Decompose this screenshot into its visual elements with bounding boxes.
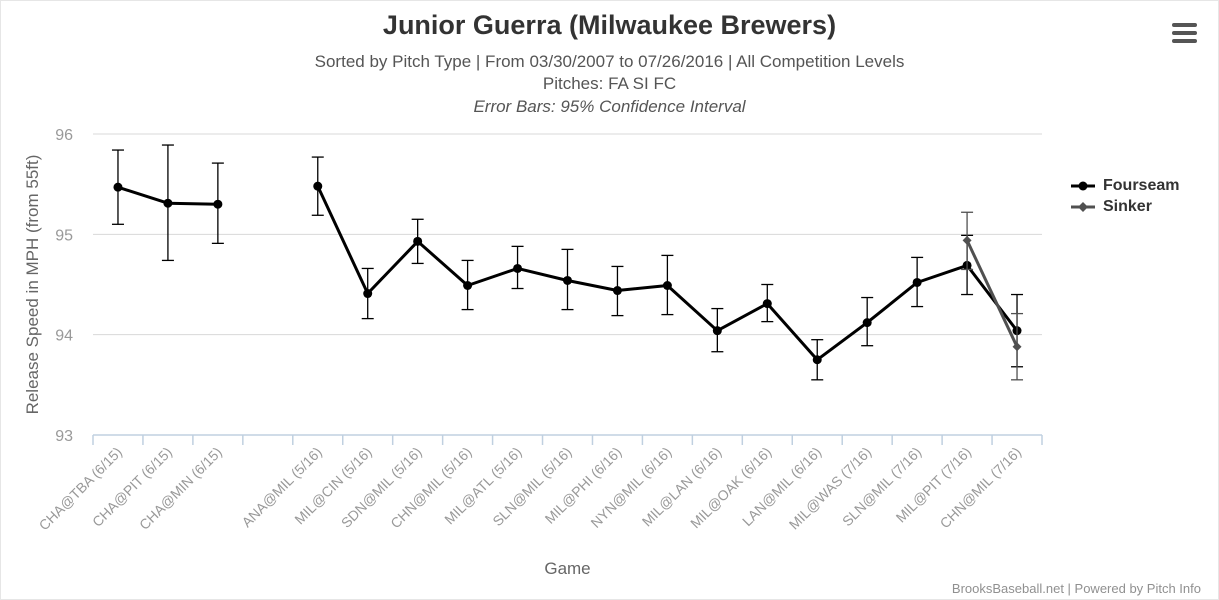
legend-label: Sinker [1103,198,1152,215]
chart-subtitle-line: Sorted by Pitch Type | From 03/30/2007 t… [314,52,905,71]
series-sinker [961,211,1024,381]
y-axis-title: Release Speed in MPH (from 55ft) [23,155,42,415]
data-point [413,236,423,246]
x-tick-label: CHA@TBA (6/15) [36,444,126,534]
data-point [463,281,473,291]
data-point [313,181,323,191]
data-point [213,199,223,209]
data-point [612,286,622,296]
chart-subtitle-line: Error Bars: 95% Confidence Interval [473,97,746,116]
y-tick-label: 93 [55,428,73,445]
data-point [113,182,123,192]
menu-bar [1172,23,1197,27]
data-point [912,277,922,287]
menu-bar [1172,31,1197,35]
legend-symbol-sinker [1071,202,1095,212]
data-point [862,318,872,328]
data-point [1012,342,1022,352]
data-point [363,289,373,299]
y-tick-label: 96 [55,127,73,144]
data-point [513,263,523,273]
y-tick-label: 95 [55,227,73,244]
credits-link[interactable]: BrooksBaseball.net | Powered by Pitch In… [951,581,1201,596]
chart-subtitle-line: Pitches: FA SI FC [542,74,677,93]
chart-title: Junior Guerra (Milwaukee Brewers) [382,10,837,40]
x-axis-title: Game [544,559,590,578]
menu-bar [1172,39,1197,43]
data-point [762,299,772,309]
legend-symbol-fourseam [1071,181,1095,191]
data-point [812,355,822,365]
data-point [563,275,572,285]
data-point [962,235,972,245]
data-point [712,326,722,336]
data-point [662,281,672,291]
y-tick-label: 94 [55,328,73,345]
series-fourseam [111,144,1024,381]
legend-label: Fourseam [1103,177,1180,194]
data-point [163,198,173,208]
hamburger-menu-icon[interactable] [1170,20,1200,46]
series-line-sinker [965,239,1019,348]
